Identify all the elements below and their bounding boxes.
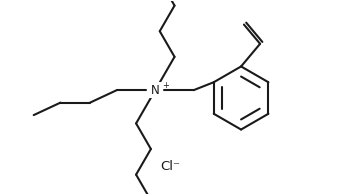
Text: Cl⁻: Cl⁻: [160, 160, 180, 173]
Text: +: +: [162, 81, 169, 90]
Text: N: N: [151, 84, 160, 97]
